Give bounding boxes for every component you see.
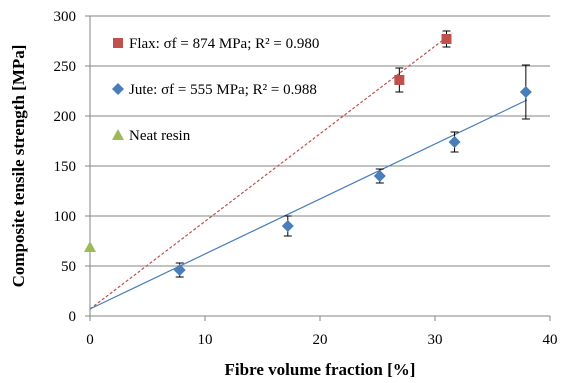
data-point bbox=[281, 220, 294, 232]
data-point bbox=[173, 264, 186, 276]
data-point bbox=[394, 75, 405, 85]
legend-label: Jute: σf = 555 MPa; R² = 0.988 bbox=[129, 82, 317, 98]
legend-marker bbox=[113, 38, 123, 48]
y-tick-label: 150 bbox=[54, 159, 77, 175]
y-tick-label: 100 bbox=[54, 209, 77, 225]
y-tick-label: 300 bbox=[54, 9, 77, 25]
x-tick-label: 40 bbox=[543, 332, 558, 348]
x-tick-label: 0 bbox=[86, 332, 94, 348]
data-point bbox=[84, 241, 96, 252]
y-tick-label: 50 bbox=[61, 259, 76, 275]
y-tick-label: 250 bbox=[54, 59, 77, 75]
data-point bbox=[519, 86, 532, 98]
x-tick-label: 10 bbox=[198, 332, 213, 348]
x-tick-label: 30 bbox=[428, 332, 443, 348]
trendline bbox=[89, 32, 453, 310]
legend-label: Neat resin bbox=[129, 128, 191, 144]
legend-label: Flax: σf = 874 MPa; R² = 0.980 bbox=[129, 36, 319, 52]
y-axis-title: Composite tensile strength [MPa] bbox=[9, 45, 28, 288]
x-tick-label: 20 bbox=[313, 332, 328, 348]
data-point bbox=[373, 170, 386, 182]
y-tick-label: 200 bbox=[54, 109, 77, 125]
x-axis-title: Fibre volume fraction [%] bbox=[225, 360, 416, 379]
data-point bbox=[448, 136, 461, 148]
legend-marker bbox=[112, 129, 124, 140]
legend-marker bbox=[112, 83, 124, 95]
y-tick-label: 0 bbox=[69, 309, 77, 325]
data-point bbox=[441, 34, 452, 44]
